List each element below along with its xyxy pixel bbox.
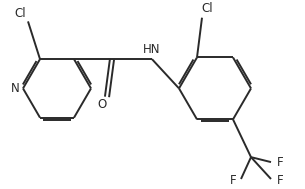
Text: HN: HN: [143, 43, 161, 56]
Text: O: O: [97, 98, 107, 111]
Text: F: F: [277, 156, 283, 169]
Text: Cl: Cl: [14, 7, 26, 20]
Text: N: N: [11, 82, 20, 95]
Text: Cl: Cl: [201, 2, 213, 15]
Text: F: F: [277, 174, 283, 187]
Text: F: F: [230, 174, 236, 187]
